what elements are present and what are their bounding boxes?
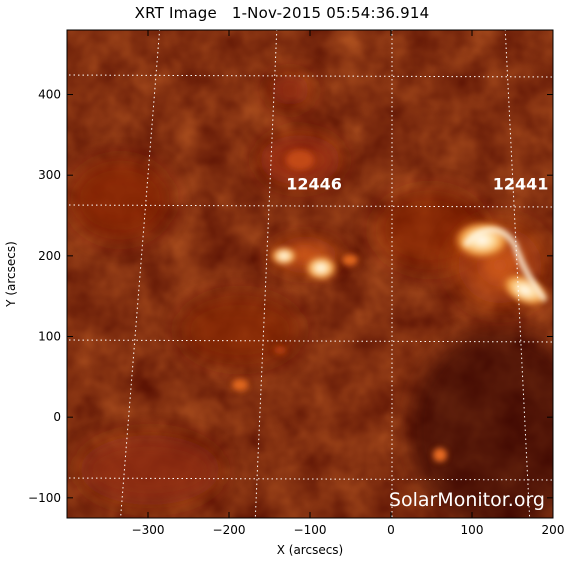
x-axis-label: X (arcsecs) [277, 543, 344, 557]
x-tick-label: −300 [132, 523, 165, 537]
x-tick-label: 0 [387, 523, 395, 537]
active-region-12446-emission [260, 230, 358, 281]
y-tick-label: 100 [38, 330, 61, 344]
watermark: SolarMonitor.org [389, 489, 545, 511]
y-tick-label: 0 [53, 410, 61, 424]
coronal-hole [410, 330, 553, 518]
y-tick-label: 300 [38, 168, 61, 182]
region-label: 12441 [493, 175, 549, 194]
image-area: 12446 12441 SolarMonitor.org [67, 30, 553, 518]
region-labels: 12446 12441 [286, 175, 548, 194]
region-label: 12446 [286, 175, 342, 194]
image-title: XRT Image 1-Nov-2015 05:54:36.914 [134, 4, 430, 22]
x-axis: −300 −200 −100 0 100 200 [132, 30, 564, 537]
y-tick-label: 400 [38, 88, 61, 102]
y-axis: −100 0 100 200 300 400 [28, 88, 553, 505]
y-tick-label: 200 [38, 249, 61, 263]
x-tick-label: 200 [542, 523, 564, 537]
x-tick-label: −200 [213, 523, 246, 537]
active-region-12441-emission [440, 210, 553, 320]
x-tick-label: −100 [294, 523, 327, 537]
bright-points [232, 150, 447, 462]
x-tick-label: 100 [461, 523, 484, 537]
y-axis-label: Y (arcsecs) [4, 241, 18, 308]
y-tick-label: −100 [28, 491, 61, 505]
